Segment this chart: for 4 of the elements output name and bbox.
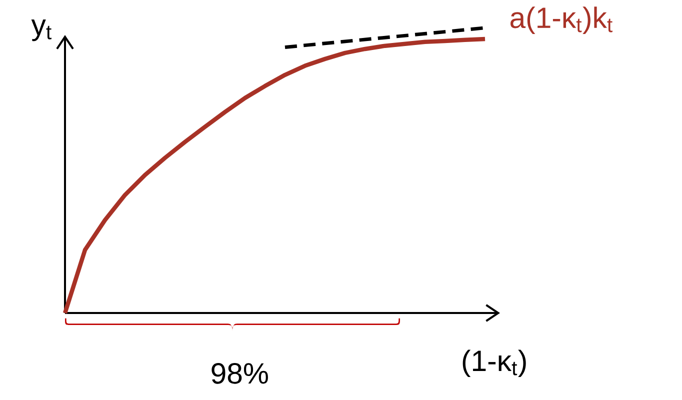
series-label: a(1-κ$_{t}$)k$_{t}$ [510, 6, 612, 34]
x-axis-title: (1-κ$_{t}$) [462, 350, 526, 378]
text: 98% [212, 363, 268, 384]
y-axis-title: y$_{t}$ [31, 20, 52, 42]
